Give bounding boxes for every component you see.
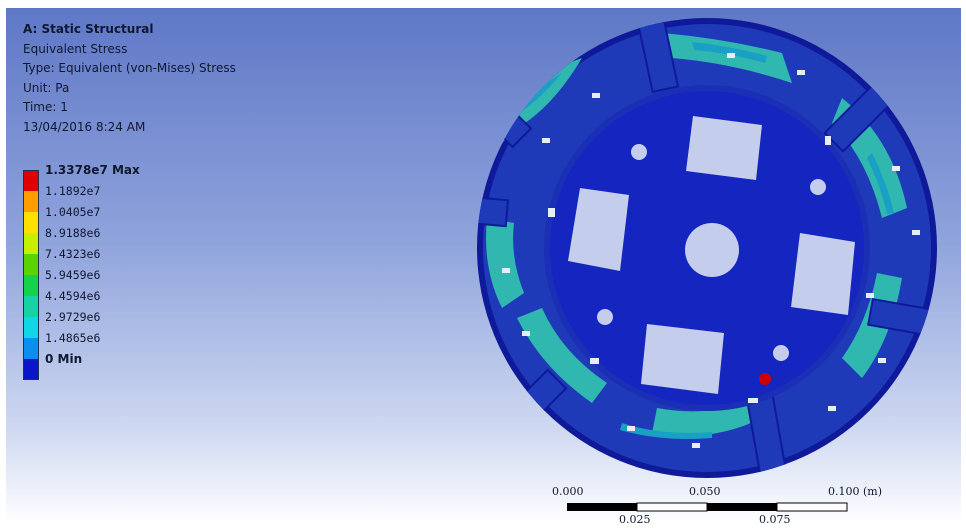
graphics-viewport[interactable]: A: Static Structural Equivalent Stress T… xyxy=(6,8,961,524)
scale-label-025: 0.025 xyxy=(619,513,651,524)
hub-rectangular-windows xyxy=(568,116,855,394)
scale-segment-2 xyxy=(636,502,708,512)
legend-swatch xyxy=(23,170,39,191)
result-type: Type: Equivalent (von-Mises) Stress xyxy=(23,61,236,75)
result-info-block: A: Static Structural Equivalent Stress T… xyxy=(23,20,236,137)
legend-value-label: 1.3378e7 Max xyxy=(45,163,140,177)
legend-swatch xyxy=(23,233,39,254)
center-bore-hole xyxy=(685,223,739,277)
result-name: Equivalent Stress xyxy=(23,41,128,56)
analysis-title: A: Static Structural xyxy=(23,22,154,36)
legend-value-label: 1.4865e6 xyxy=(45,331,101,345)
result-date: 13/04/2016 8:24 AM xyxy=(23,119,146,134)
scale-label-0: 0.000 xyxy=(552,485,584,498)
scale-segment-1 xyxy=(567,503,637,511)
legend-swatch xyxy=(23,212,39,233)
legend-value-label: 7.4323e6 xyxy=(45,247,101,261)
scale-label-050: 0.050 xyxy=(689,485,721,498)
result-unit: Unit: Pa xyxy=(23,80,70,95)
legend-swatch xyxy=(23,338,39,359)
scale-segment-3 xyxy=(707,503,777,511)
scale-segment-4 xyxy=(776,502,848,512)
legend-value-label: 1.1892e7 xyxy=(45,184,101,198)
legend-swatch xyxy=(23,275,39,296)
legend-swatch xyxy=(23,254,39,275)
legend-value-label: 0 Min xyxy=(45,352,83,366)
legend-value-label: 5.9459e6 xyxy=(45,268,101,282)
legend-swatch xyxy=(23,296,39,317)
result-time: Time: 1 xyxy=(23,100,68,114)
legend-value-label: 1.0405e7 xyxy=(45,205,101,219)
max-stress-hotspot[interactable] xyxy=(759,373,771,385)
stress-contour-model[interactable] xyxy=(462,18,952,483)
bolt-holes xyxy=(597,144,826,361)
legend-value-label: 4.4594e6 xyxy=(45,289,101,303)
legend-swatch xyxy=(23,317,39,338)
legend-swatch xyxy=(23,191,39,212)
scale-ruler xyxy=(567,502,848,512)
legend-value-label: 2.9729e6 xyxy=(45,310,101,324)
legend-value-label: 8.9188e6 xyxy=(45,226,101,240)
legend-swatch xyxy=(23,359,39,380)
scale-label-100: 0.100 (m) xyxy=(828,485,883,498)
scale-label-075: 0.075 xyxy=(759,513,791,524)
ring-pin-features xyxy=(502,53,920,448)
